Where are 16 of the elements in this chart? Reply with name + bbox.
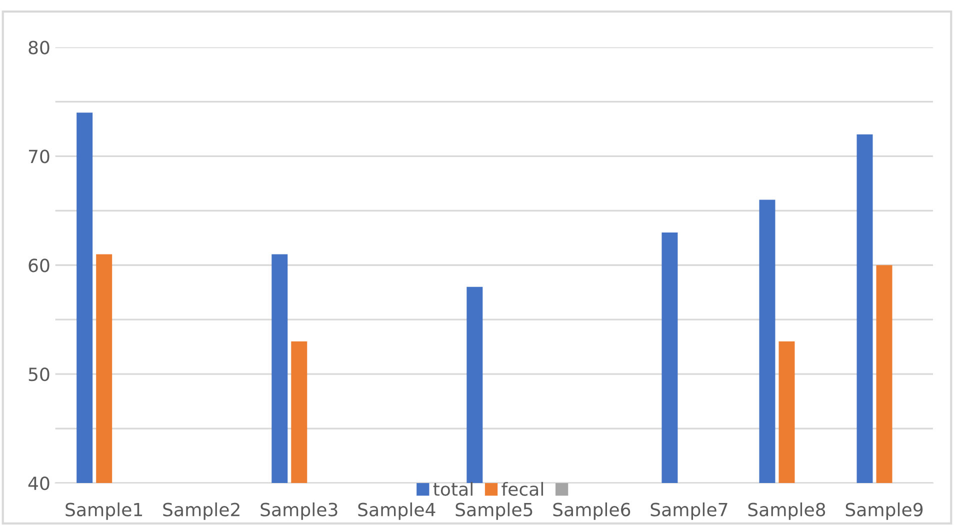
x-tick-label: Sample5 (456, 502, 532, 520)
y-tick-label: 70 (28, 150, 50, 164)
legend-label: total (433, 482, 472, 496)
x-tick-label: Sample6 (553, 502, 630, 520)
y-tick-label: 80 (28, 40, 50, 54)
x-tick-label: Sample2 (163, 502, 240, 520)
legend-label: fecal (502, 482, 543, 496)
x-tick-label: Sample4 (358, 502, 436, 520)
x-tick-label: Sample1 (66, 502, 142, 520)
x-tick-label: Sample3 (260, 502, 338, 520)
y-tick-label: 60 (28, 258, 50, 272)
x-tick-label: Sample8 (748, 502, 826, 520)
y-tick-label: 50 (28, 368, 50, 382)
x-tick-label: Sample7 (650, 502, 728, 520)
y-tick-label: 40 (28, 476, 50, 490)
x-tick-label: Sample9 (846, 502, 923, 520)
